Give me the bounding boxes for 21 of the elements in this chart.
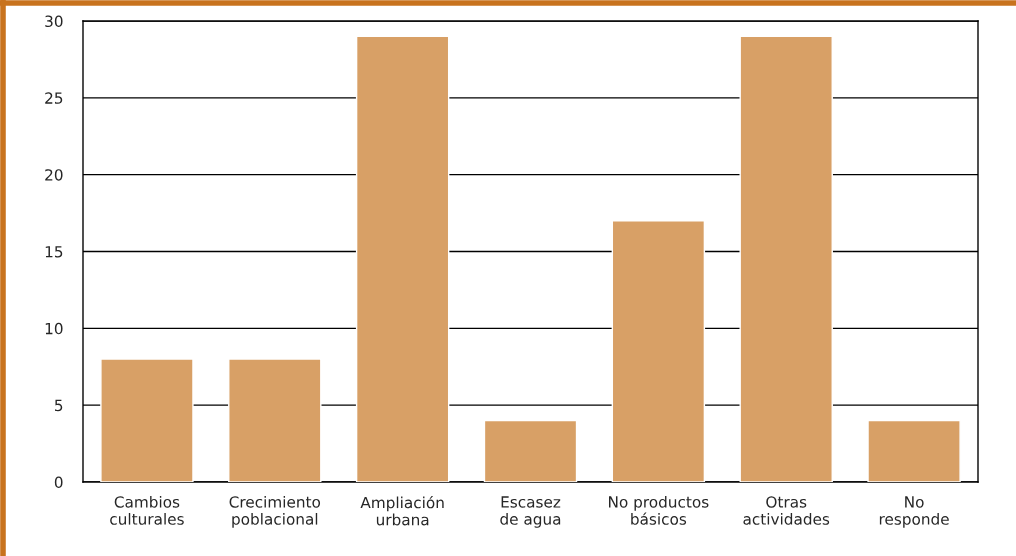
y-tick-label: 5 xyxy=(55,399,63,412)
bar xyxy=(100,358,194,482)
x-tick-label: Escasez de agua xyxy=(500,496,561,528)
y-tick-label: 30 xyxy=(45,15,63,28)
y-tick-label: 25 xyxy=(45,92,63,104)
x-tick-label: No productos básicos xyxy=(609,495,709,525)
x-tick-label: Cambios culturales xyxy=(110,495,184,525)
x-tick-label: Otras actividades xyxy=(743,496,830,525)
x-tick-label: Crecimiento poblacional xyxy=(229,495,321,528)
y-tick-label: 20 xyxy=(45,169,63,181)
y-tick-label: 0 xyxy=(54,476,63,489)
x-tick-label: Ampliación urbana xyxy=(360,495,444,526)
bar xyxy=(483,419,578,482)
x-tick-label: No responde xyxy=(879,496,949,528)
bar xyxy=(739,35,833,482)
bar xyxy=(611,220,706,482)
y-tick-label: 10 xyxy=(45,322,63,335)
y-tick-label: 15 xyxy=(45,246,63,258)
bar xyxy=(355,35,450,482)
bar xyxy=(867,419,961,482)
bar xyxy=(228,358,322,482)
